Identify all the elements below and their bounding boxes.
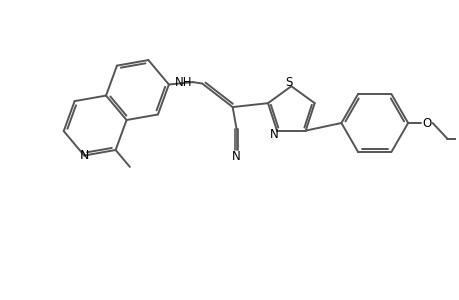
Text: N: N [269,128,278,140]
Text: S: S [285,76,292,89]
Text: NH: NH [174,76,192,88]
Text: O: O [421,116,431,130]
Text: N: N [232,150,241,163]
Text: N: N [79,149,89,162]
